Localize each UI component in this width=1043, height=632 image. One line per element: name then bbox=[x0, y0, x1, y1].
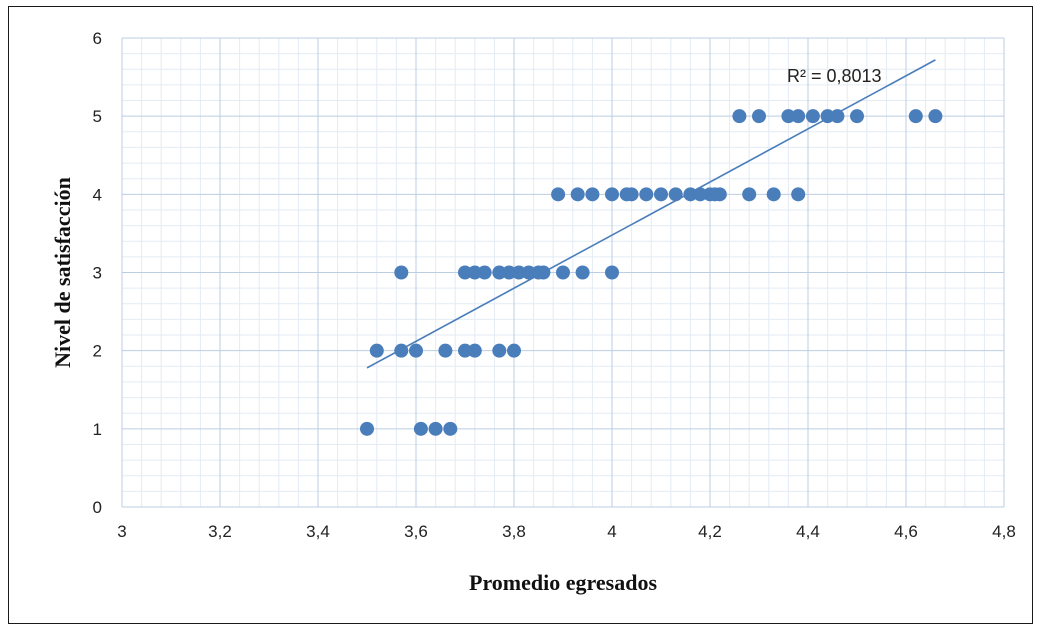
data-point bbox=[369, 343, 384, 358]
data-point bbox=[502, 265, 517, 280]
data-point bbox=[492, 265, 507, 280]
y-tick-label: 1 bbox=[93, 420, 102, 439]
data-point bbox=[413, 421, 428, 436]
x-tick-label: 4,8 bbox=[992, 522, 1016, 541]
data-point bbox=[570, 187, 585, 202]
data-point bbox=[511, 265, 526, 280]
data-point bbox=[752, 109, 766, 124]
y-tick-label: 2 bbox=[93, 342, 102, 361]
x-tick-label: 4,2 bbox=[698, 522, 722, 541]
data-point bbox=[360, 421, 374, 436]
data-point bbox=[766, 187, 781, 202]
x-tick-label: 4,4 bbox=[796, 522, 820, 541]
data-point bbox=[781, 109, 796, 124]
data-point bbox=[712, 187, 727, 202]
data-point bbox=[791, 187, 806, 202]
data-point bbox=[639, 187, 654, 202]
data-point bbox=[585, 187, 600, 202]
data-point bbox=[791, 109, 806, 124]
data-point bbox=[521, 265, 536, 280]
r-squared-label: R² = 0,8013 bbox=[787, 66, 882, 86]
y-tick-label: 3 bbox=[93, 264, 102, 283]
y-tick-labels: 0 1 2 3 4 5 6 bbox=[93, 29, 102, 517]
y-tick-label: 4 bbox=[93, 185, 102, 204]
x-tick-label: 4 bbox=[607, 522, 616, 541]
x-tick-label: 3,4 bbox=[306, 522, 330, 541]
data-point bbox=[556, 265, 570, 280]
data-point bbox=[551, 187, 566, 202]
data-point bbox=[467, 343, 482, 358]
data-point bbox=[668, 187, 683, 202]
data-point bbox=[443, 421, 458, 436]
y-tick-label: 5 bbox=[93, 107, 102, 126]
x-tick-label: 4,6 bbox=[894, 522, 918, 541]
data-point bbox=[477, 265, 492, 280]
data-point bbox=[693, 187, 708, 202]
data-point bbox=[624, 187, 639, 202]
data-point bbox=[428, 421, 443, 436]
data-point bbox=[575, 265, 590, 280]
data-point bbox=[458, 265, 472, 280]
data-point bbox=[605, 187, 619, 202]
data-point bbox=[507, 343, 521, 358]
data-point bbox=[830, 109, 845, 124]
y-tick-label: 0 bbox=[93, 498, 102, 517]
x-tick-label: 3,6 bbox=[404, 522, 428, 541]
y-axis-title: Nivel de satisfacción bbox=[50, 177, 75, 368]
y-tick-label: 6 bbox=[93, 29, 102, 48]
trendline bbox=[366, 59, 936, 369]
data-point bbox=[605, 265, 619, 280]
data-point bbox=[394, 265, 409, 280]
x-tick-labels: 3 3,2 3,4 3,6 3,8 4 4,2 4,4 4,6 4,8 bbox=[117, 522, 1016, 541]
data-point bbox=[438, 343, 453, 358]
data-point bbox=[492, 343, 507, 358]
data-point bbox=[654, 187, 668, 202]
data-point bbox=[458, 343, 472, 358]
x-tick-label: 3 bbox=[117, 522, 126, 541]
x-axis-title: Promedio egresados bbox=[469, 570, 657, 595]
data-point bbox=[850, 109, 864, 124]
data-point bbox=[908, 109, 923, 124]
data-point bbox=[805, 109, 820, 124]
data-point bbox=[742, 187, 757, 202]
data-point bbox=[409, 343, 423, 358]
x-tick-label: 3,8 bbox=[502, 522, 526, 541]
data-point bbox=[467, 265, 482, 280]
data-point bbox=[732, 109, 747, 124]
chart-frame bbox=[8, 6, 1033, 624]
data-point bbox=[928, 109, 943, 124]
x-tick-label: 3,2 bbox=[208, 522, 232, 541]
